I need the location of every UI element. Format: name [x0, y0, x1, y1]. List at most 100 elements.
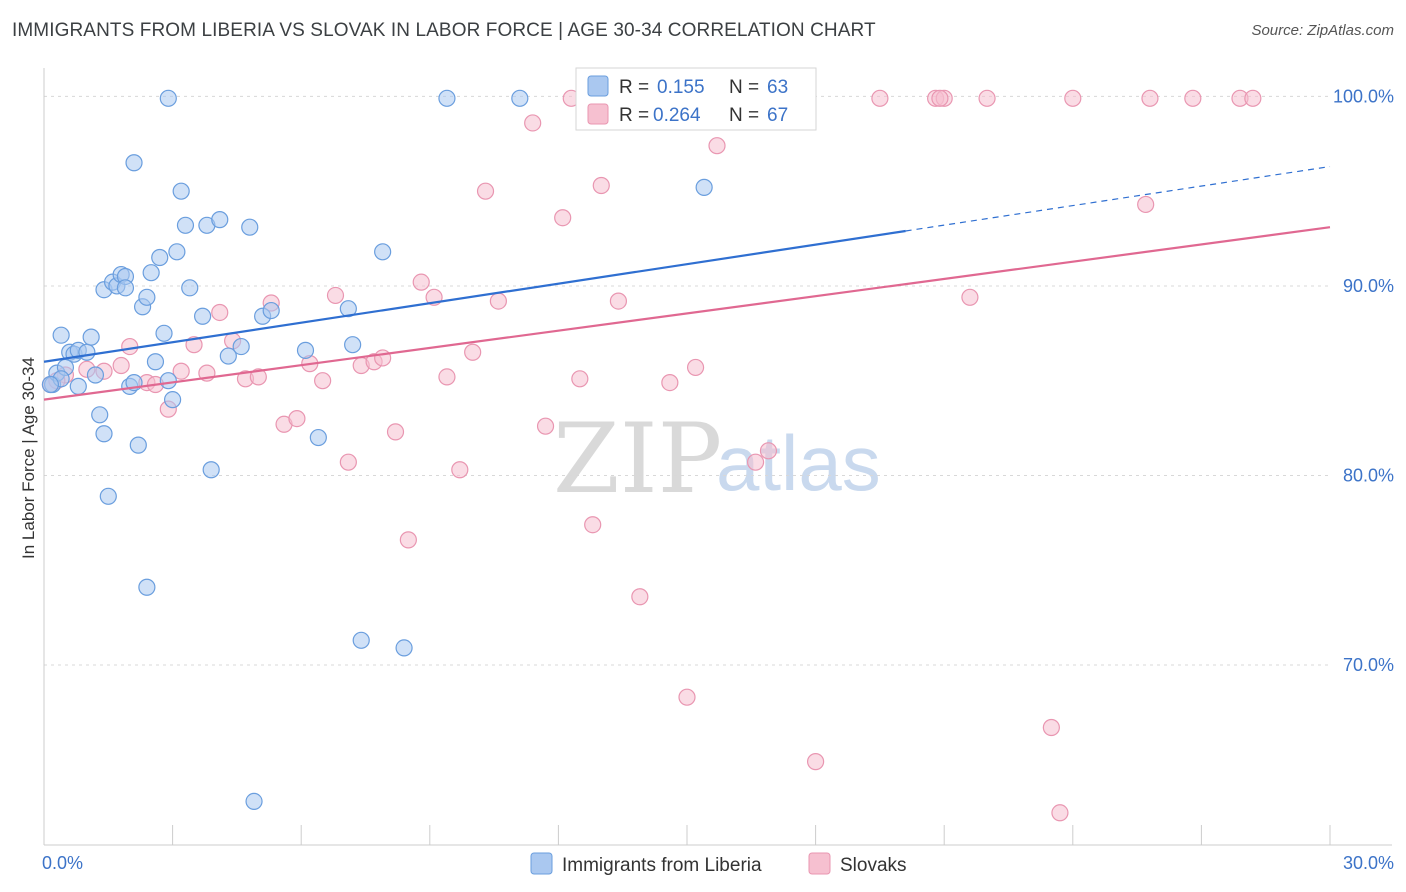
point-slovaks	[489, 292, 507, 310]
point-liberia	[138, 578, 156, 596]
point-liberia	[438, 89, 456, 107]
point-slovaks	[1184, 89, 1202, 107]
point-slovaks	[451, 461, 469, 479]
point-liberia	[99, 487, 117, 505]
point-liberia	[194, 307, 212, 325]
point-liberia	[309, 428, 327, 447]
point-liberia	[262, 301, 280, 320]
y-tick-label: 90.0%	[1343, 276, 1394, 296]
point-slovaks	[1042, 718, 1060, 737]
point-slovaks	[524, 114, 542, 132]
x-tick-label-min: 0.0%	[42, 853, 83, 873]
point-liberia	[155, 324, 173, 342]
point-slovaks	[399, 531, 417, 549]
point-slovaks	[112, 356, 130, 375]
point-slovaks	[978, 89, 996, 107]
point-slovaks	[476, 182, 495, 200]
point-slovaks	[871, 89, 889, 107]
point-slovaks	[386, 423, 405, 441]
y-tick-label: 100.0%	[1333, 86, 1394, 106]
stats-legend-swatch-liberia	[587, 75, 609, 97]
point-liberia	[41, 375, 60, 394]
point-liberia	[296, 341, 315, 359]
chart-title: IMMIGRANTS FROM LIBERIA VS SLOVAK IN LAB…	[12, 20, 876, 41]
point-liberia	[159, 89, 177, 107]
point-slovaks	[554, 209, 572, 227]
point-liberia	[78, 343, 96, 361]
stats-n-value-liberia: 63	[767, 77, 788, 98]
stats-r-label-liberia: R =	[619, 77, 649, 98]
point-liberia	[52, 326, 70, 344]
point-slovaks	[288, 409, 306, 428]
point-slovaks	[661, 373, 679, 392]
point-slovaks	[592, 176, 610, 195]
series-liberia-points	[41, 89, 713, 811]
point-slovaks	[609, 292, 628, 310]
point-slovaks	[438, 368, 456, 386]
point-slovaks	[211, 303, 229, 322]
point-liberia	[151, 248, 169, 267]
point-liberia	[232, 337, 250, 356]
point-liberia	[211, 211, 229, 229]
point-liberia	[176, 216, 195, 234]
point-slovaks	[249, 368, 267, 386]
point-liberia	[395, 639, 413, 657]
point-liberia	[168, 243, 186, 261]
point-liberia	[219, 347, 237, 365]
point-slovaks	[412, 273, 430, 291]
point-liberia	[129, 436, 147, 454]
stats-r-label-slovaks: R =	[619, 105, 649, 126]
point-slovaks	[708, 137, 726, 155]
point-liberia	[116, 279, 135, 297]
stats-legend: R = 0.155 N = 63 R = 0.264 N = 67	[575, 67, 817, 131]
point-liberia	[181, 279, 199, 297]
point-liberia	[95, 425, 113, 443]
stats-n-label-liberia: N =	[729, 77, 759, 98]
point-slovaks	[571, 370, 589, 388]
series-legend: Immigrants from Liberia Slovaks	[530, 852, 907, 876]
point-slovaks	[678, 688, 696, 706]
point-liberia	[695, 178, 713, 196]
point-liberia	[138, 288, 156, 306]
point-slovaks	[326, 286, 345, 305]
gridlines	[44, 95, 1330, 666]
point-liberia	[202, 461, 220, 479]
point-slovaks	[314, 372, 332, 390]
point-slovaks	[746, 453, 765, 471]
stats-legend-swatch-slovaks	[587, 103, 609, 125]
stats-r-value-liberia: 0.155	[657, 77, 705, 98]
stats-n-label-slovaks: N =	[729, 105, 759, 126]
point-slovaks	[1064, 89, 1082, 107]
point-liberia	[245, 792, 263, 811]
stats-legend-box	[575, 67, 817, 131]
x-tick-label-max: 30.0%	[1343, 853, 1394, 873]
point-liberia	[82, 328, 100, 346]
point-liberia	[91, 406, 109, 424]
point-slovaks	[374, 349, 392, 367]
point-liberia	[164, 391, 182, 409]
point-slovaks	[536, 417, 555, 435]
watermark-zip: ZIP	[553, 403, 722, 515]
point-liberia	[352, 631, 370, 649]
point-liberia	[344, 336, 362, 354]
y-axis-title: In Labor Force | Age 30-34	[19, 357, 38, 559]
point-slovaks	[121, 337, 139, 356]
point-liberia	[241, 218, 259, 236]
series-slovaks-points	[41, 89, 1262, 822]
point-slovaks	[806, 753, 825, 771]
point-slovaks	[172, 362, 190, 380]
point-liberia	[374, 243, 392, 261]
point-liberia	[125, 154, 143, 172]
point-slovaks	[961, 288, 979, 306]
point-slovaks	[759, 442, 778, 460]
y-axis-tick-labels: 70.0% 80.0% 90.0% 100.0%	[1333, 86, 1394, 675]
legend-swatch-slovaks	[808, 852, 831, 875]
point-liberia	[86, 366, 105, 384]
watermark-atlas: atlas	[716, 419, 881, 507]
x-axis-ticks	[172, 825, 1331, 845]
point-liberia	[511, 89, 529, 107]
point-liberia	[159, 372, 177, 390]
point-liberia	[146, 353, 165, 371]
point-liberia	[142, 264, 160, 282]
